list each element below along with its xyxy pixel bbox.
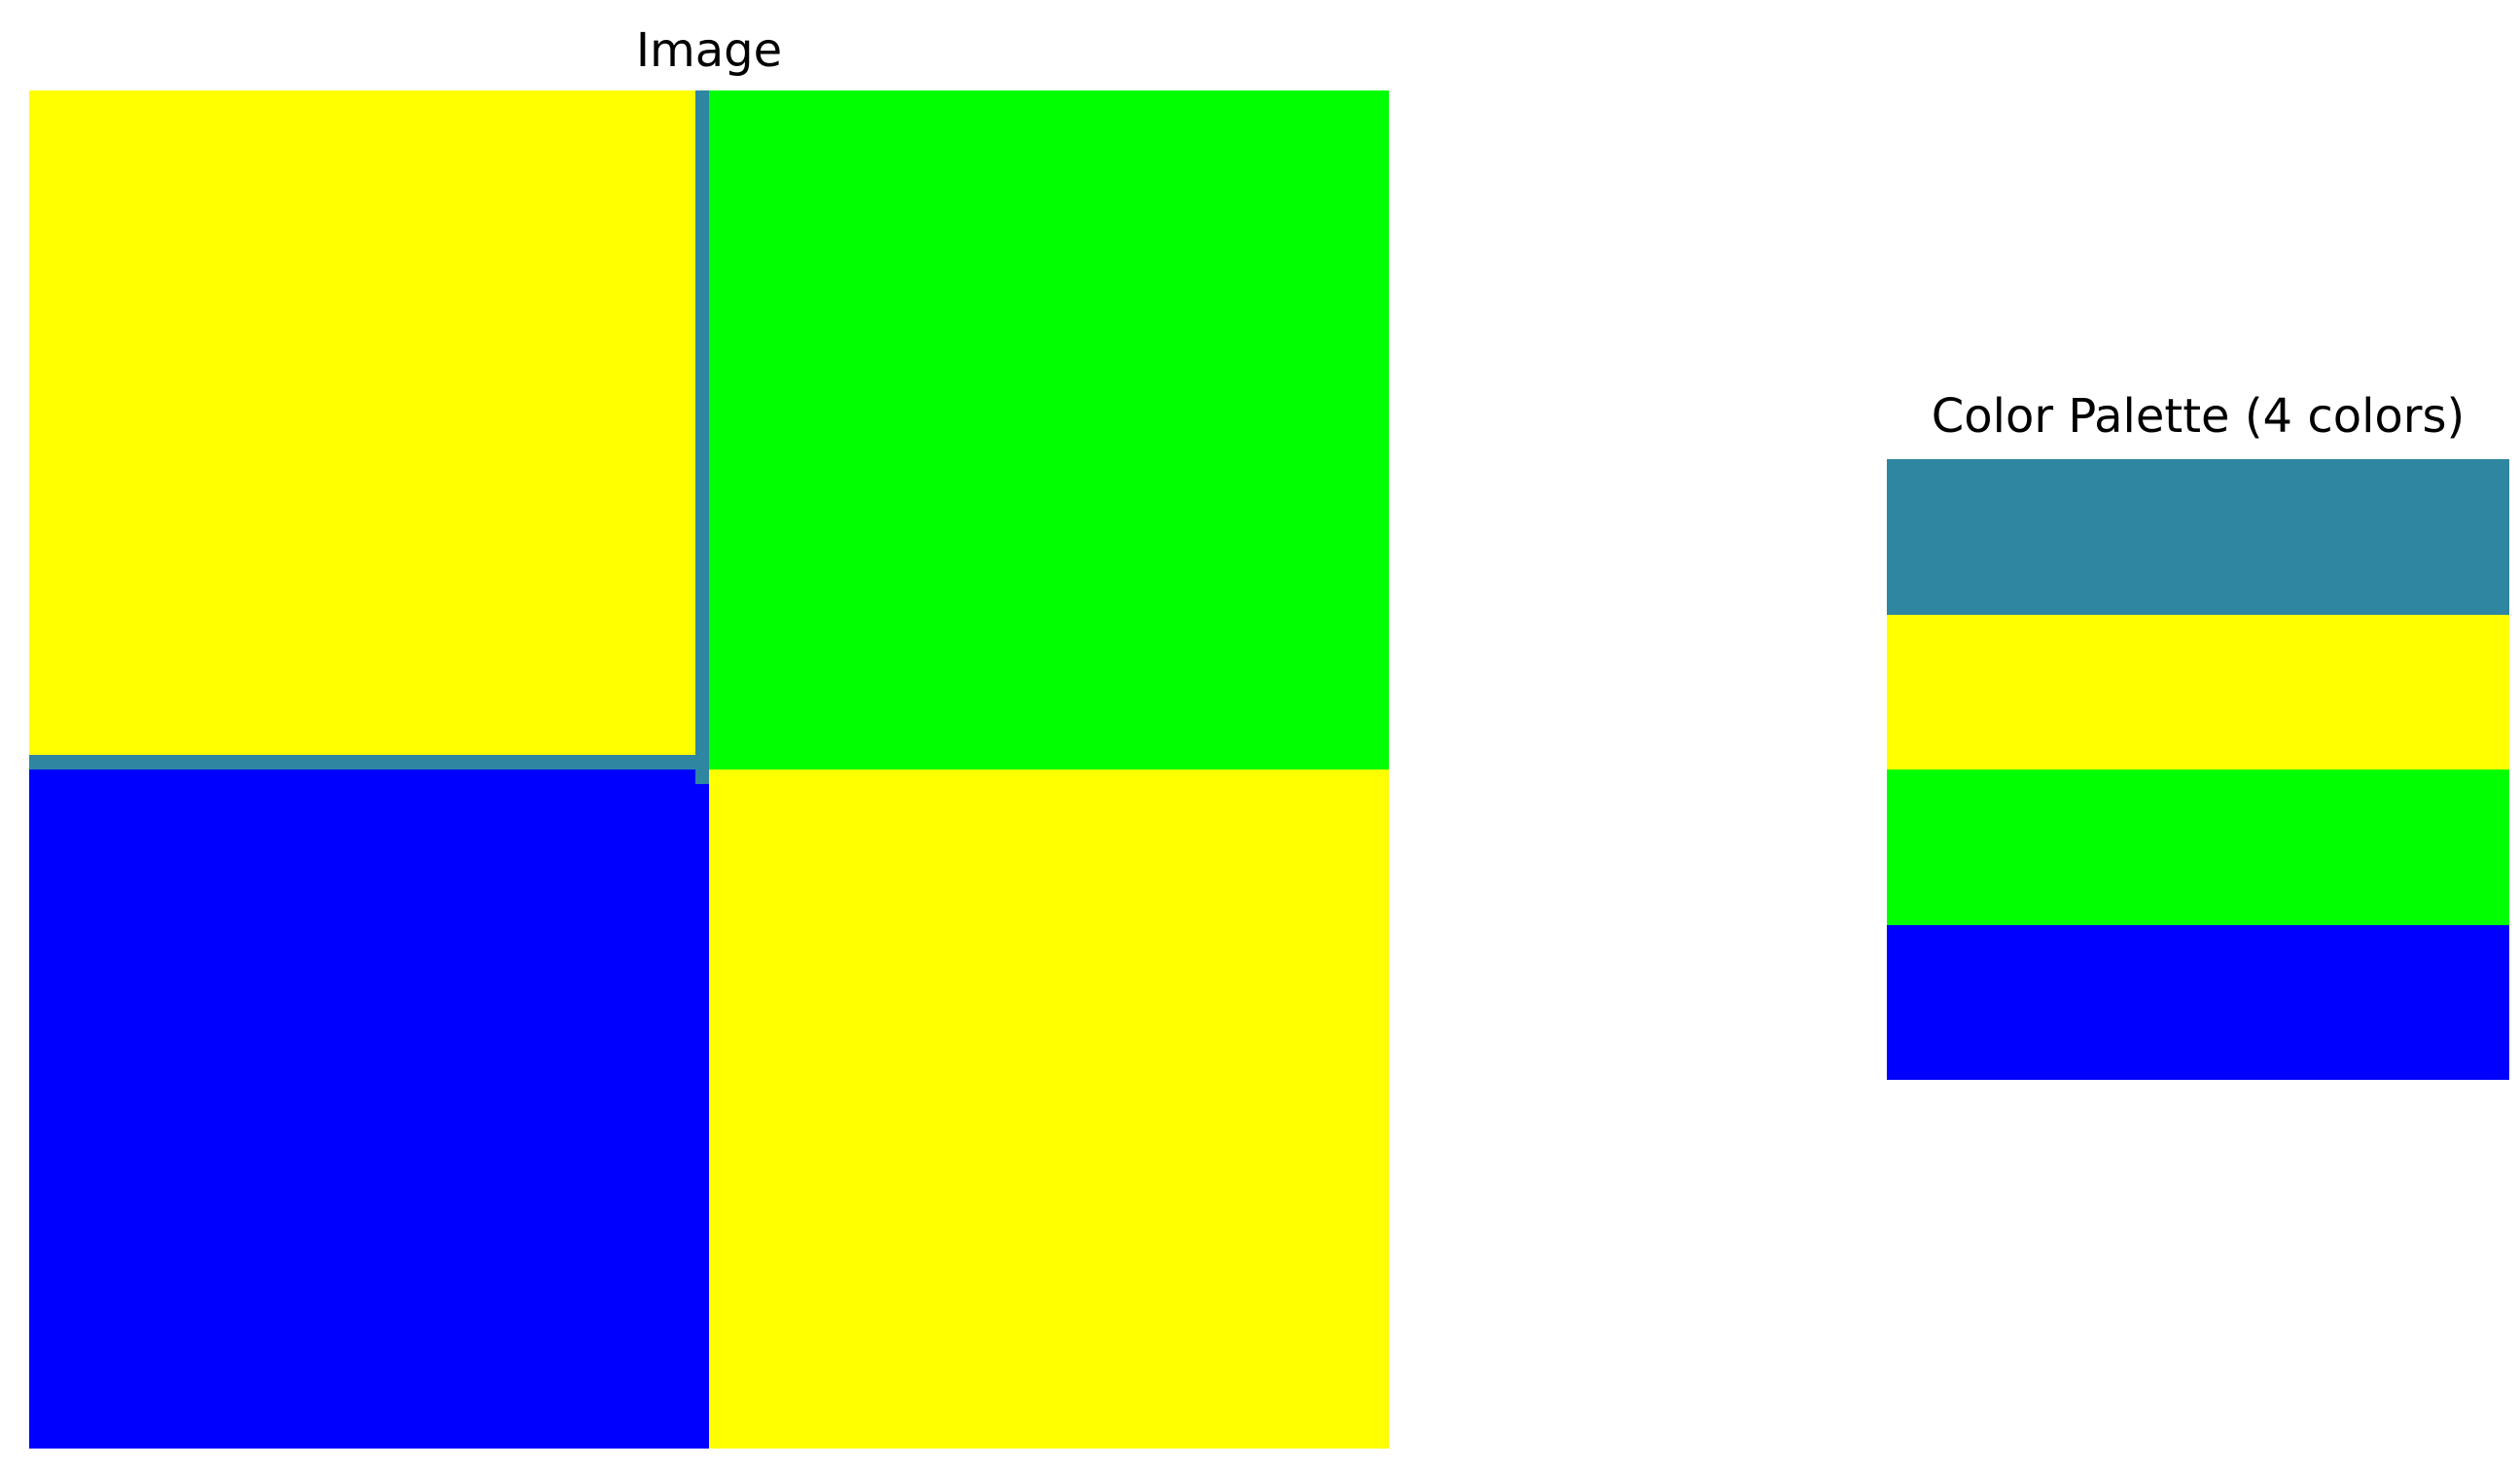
palette-swatch-3 bbox=[1887, 770, 2509, 925]
image-border-horizontal bbox=[29, 755, 709, 770]
image-quadrant-bottom-left bbox=[29, 770, 709, 1449]
palette-panel-title: Color Palette (4 colors) bbox=[1931, 389, 2466, 444]
color-palette bbox=[1887, 459, 2509, 1080]
palette-swatch-4 bbox=[1887, 924, 2509, 1080]
palette-swatch-2 bbox=[1887, 614, 2509, 770]
image-quadrant-top-right bbox=[709, 90, 1389, 770]
image-panel-title: Image bbox=[635, 23, 783, 78]
image-border-vertical bbox=[695, 90, 709, 784]
image-quadrant-top-left bbox=[29, 90, 709, 770]
image-canvas bbox=[29, 90, 1389, 1449]
image-quadrant-bottom-right bbox=[709, 770, 1389, 1449]
palette-swatch-1 bbox=[1887, 459, 2509, 615]
